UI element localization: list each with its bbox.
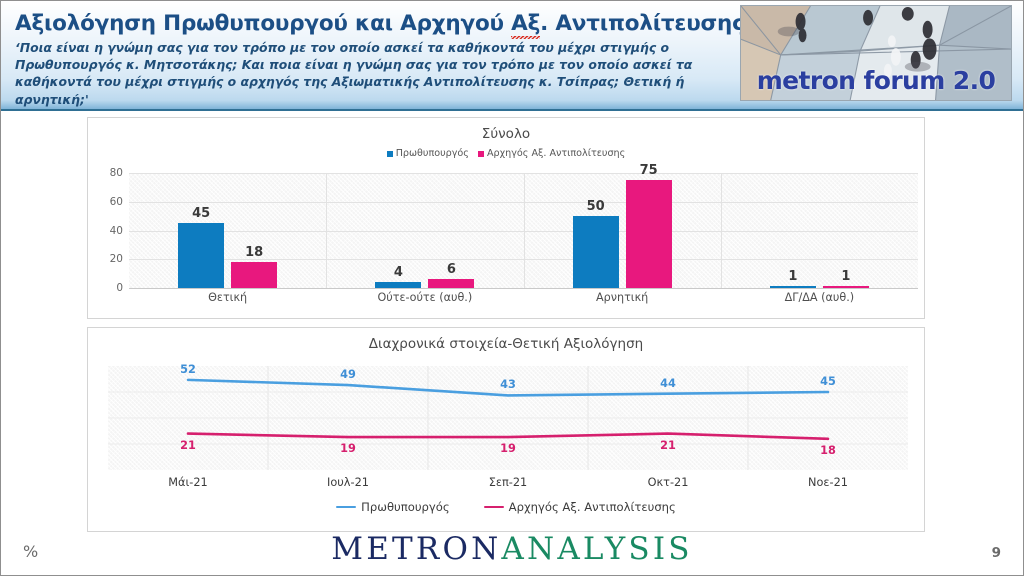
line-chart-series-lines [108,366,908,470]
bar-chart-x-label: ΔΓ/ΔΑ (αυθ.) [784,291,855,304]
line-chart-x-label: Μάι-21 [168,476,208,489]
bar-value-label: 1 [788,268,798,284]
banner-caption: metron forum 2.0 [756,66,996,95]
line-point-value-label: 45 [820,375,836,388]
legend-label-pm: Πρωθυπουργός [395,148,469,159]
bar[interactable] [625,180,672,288]
metron-analysis-logo: METRONANALYSIS [331,531,692,567]
bar-value-label: 75 [639,163,658,179]
slide-header: Αξιολόγηση Πρωθυπουργού και Αρχηγού Αξ. … [1,1,1023,111]
line-point-value-label: 52 [180,362,196,376]
bar-chart-y-tick-label: 40 [109,224,123,237]
legend-swatch-opposition [477,150,484,157]
bar-column[interactable]: 50 [572,173,619,288]
bar-column[interactable]: 18 [231,173,278,288]
legend-label-opposition-line: Αρχηγός Αξ. Αντιπολίτευσης [508,500,676,514]
bar-chart-card: Σύνολο Πρωθυπουργός Αρχηγός Αξ. Αντιπολί… [87,117,925,319]
line-chart-x-label: Ιουλ-21 [327,476,369,489]
line-chart-x-label: Νοε-21 [808,476,848,489]
bar-value-label: 4 [393,265,403,281]
line-point-value-label: 21 [180,438,196,452]
line-series[interactable] [186,432,830,441]
legend-swatch-pm [386,150,393,157]
line-point-value-label: 43 [500,378,516,392]
legend-line-opposition [483,505,504,509]
legend-label-pm-line: Πρωθυπουργός [361,500,450,514]
bar[interactable] [178,223,225,288]
bar-chart-bars: 45 18 4 6 50 75 1 1 [129,163,918,288]
metron-forum-banner: metron forum 2.0 [740,5,1012,101]
bar-chart-y-tick-label: 80 [109,167,123,179]
bar[interactable] [769,285,816,288]
bar-chart-x-axis-labels: Θετική Ούτε-ούτε (αυθ.) Αρνητική ΔΓ/ΔΑ (αυθ… [129,291,918,304]
bar-value-label: 45 [192,206,211,222]
bar[interactable] [822,285,869,288]
legend-label-opposition: Αρχηγός Αξ. Αντιπολίτευσης [486,148,626,159]
bar[interactable] [231,262,278,288]
bar-chart-category-separator [326,173,328,288]
page-title-part1: Αξιολόγηση Πρωθυπουργού και Αρχηγού [15,11,512,36]
line-point-value-label: 19 [340,442,356,456]
bar-value-label: 18 [245,245,264,261]
bar-column[interactable]: 6 [428,173,475,288]
bar-group: 50 75 [524,163,721,288]
bar[interactable] [428,279,475,288]
bar-column[interactable]: 4 [375,173,422,288]
line-chart-plot-area [108,366,908,470]
bar-chart-title: Σύνολο [481,126,531,142]
line-chart-title: Διαχρονικά στοιχεία-Θετική Αξιολόγηση [368,336,644,352]
bar-value-label: 6 [446,262,456,278]
bar-column[interactable]: 1 [822,173,869,288]
page-number: 9 [991,545,1001,561]
bar-chart-category-separator [720,173,722,288]
bar-chart-axis-line [129,288,918,289]
line-chart-card: Διαχρονικά στοιχεία-Θετική Αξιολόγηση 52… [87,327,925,532]
bar-chart-x-label: Ούτε-ούτε (αυθ.) [377,291,473,304]
page-title: Αξιολόγηση Πρωθυπουργού και Αρχηγού Αξ. … [15,11,745,39]
legend-item-pm: Πρωθυπουργός [386,148,469,159]
legend-item-pm-line: Πρωθυπουργός [336,500,450,514]
bar-chart-x-label: Θετική [208,291,248,304]
line-chart-legend: Πρωθυπουργός Αρχηγός Αξ. Αντιπολίτευσης [88,500,924,514]
logo-analysis: ANALYSIS [501,531,693,567]
bar-chart-category-separator [523,173,525,288]
line-point-value-label: 18 [820,443,836,457]
bar[interactable] [375,282,422,288]
legend-line-pm [336,505,357,509]
bar-column[interactable]: 45 [178,173,225,288]
bar-chart-legend: Πρωθυπουργός Αρχηγός Αξ. Αντιπολίτευσης [88,148,924,159]
line-chart-x-axis-labels: Μάι-21 Ιουλ-21 Σεπ-21 Οκτ-21 Νοε-21 [108,476,908,489]
survey-question-text: ‘Ποια είναι η γνώμη σας για τον τρόπο με… [15,40,693,107]
line-point-value-label: 44 [660,376,676,390]
page-title-part2: . Αντιπολίτευσης [540,11,745,36]
line-point-value-label: 49 [340,368,356,382]
legend-item-opposition: Αρχηγός Αξ. Αντιπολίτευσης [477,148,626,159]
line-point-value-label: 19 [500,442,516,456]
bar-column[interactable]: 1 [769,173,816,288]
bar-value-label: 1 [841,268,851,284]
bar-column[interactable]: 75 [625,163,672,288]
bar-chart-x-label: Αρνητική [595,291,649,304]
banner-photo-graphic [741,6,1011,100]
line-chart-x-label: Οκτ-21 [647,476,689,489]
line-chart-x-label: Σεπ-21 [488,476,528,489]
line-point-value-label: 21 [660,438,676,452]
page-title-misspelled-word: Αξ [511,11,540,39]
bar-chart-y-tick-label: 60 [109,195,123,208]
legend-item-opposition-line: Αρχηγός Αξ. Αντιπολίτευσης [483,500,676,514]
bar[interactable] [572,216,619,288]
line-series[interactable] [186,378,830,397]
logo-metron: METRON [331,531,502,567]
bar-chart-y-tick-label: 20 [109,253,123,266]
bar-value-label: 50 [586,199,605,215]
bar-group: 45 18 [129,173,326,288]
bar-chart-y-tick-label: 0 [116,282,123,294]
percent-symbol: % [23,542,39,561]
